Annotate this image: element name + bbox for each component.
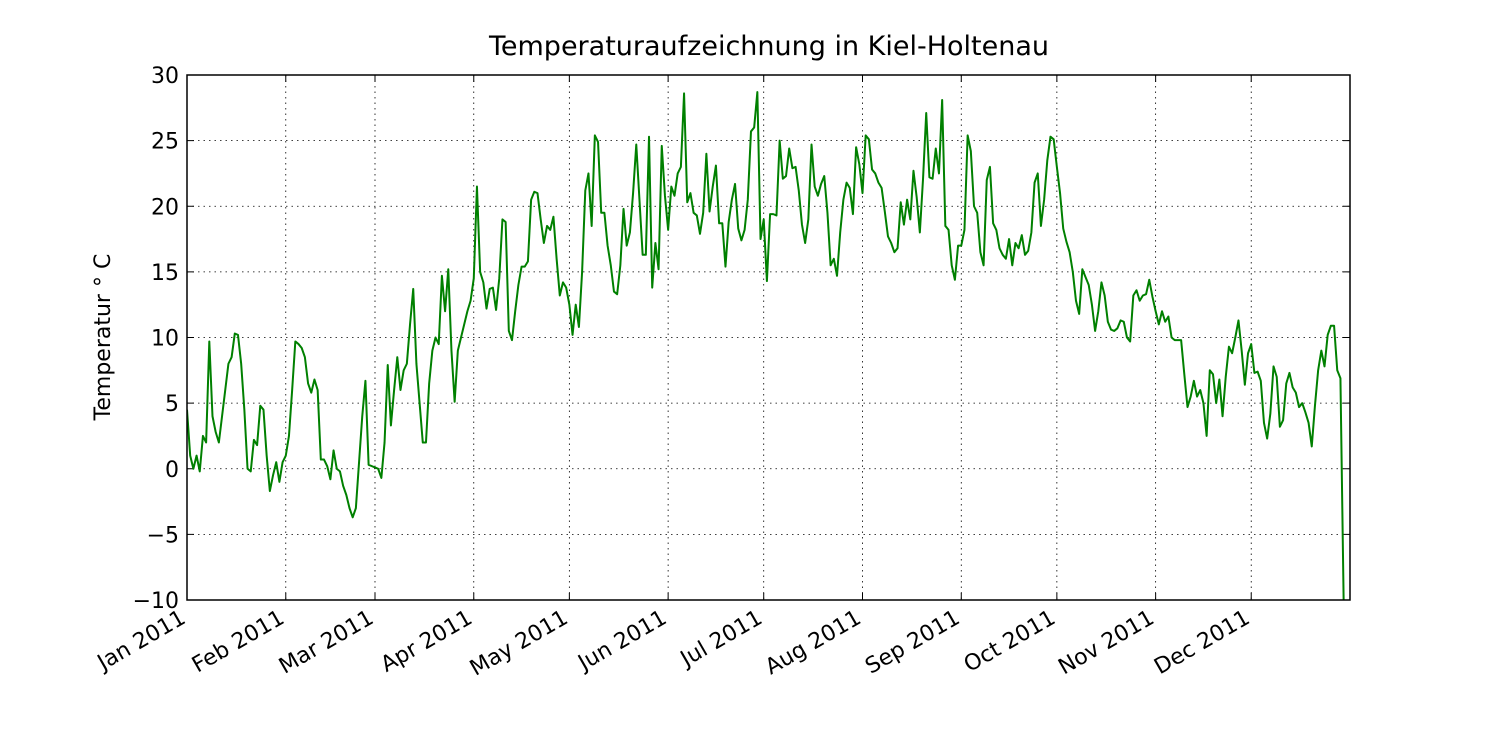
x-tick-label: Sep 2011 [861,606,964,680]
y-tick-label: 30 [151,64,179,89]
y-tick-label: 25 [151,130,179,155]
x-tick-label: Jul 2011 [675,606,767,673]
y-tick-label: 0 [165,458,179,483]
y-tick-label: 10 [151,327,179,352]
x-tick-label: Oct 2011 [960,606,1060,678]
x-tick-label: Aug 2011 [761,606,865,681]
x-tick-label: Jun 2011 [573,606,672,677]
y-tick-label: −5 [147,523,179,548]
x-tick-label: Apr 2011 [377,606,477,678]
x-tick-label: Dec 2011 [1150,606,1254,680]
y-axis-label: Temperatur ° C [91,254,116,422]
x-tick-label: Feb 2011 [188,606,289,679]
plot-frame [186,74,1351,601]
x-tick-label: Mar 2011 [275,606,378,680]
x-tick-label: Jan 2011 [92,606,190,677]
x-tick-label: Nov 2011 [1054,606,1158,681]
y-tick-label: −10 [133,589,179,614]
temperature-line [187,91,1345,600]
y-tick-label: 5 [165,392,179,417]
x-tick-label: May 2011 [466,606,572,682]
chart-title: Temperaturaufzeichnung in Kiel-Holtenau [488,31,1049,62]
y-tick-label: 20 [151,195,179,220]
y-tick-label: 15 [151,261,179,286]
